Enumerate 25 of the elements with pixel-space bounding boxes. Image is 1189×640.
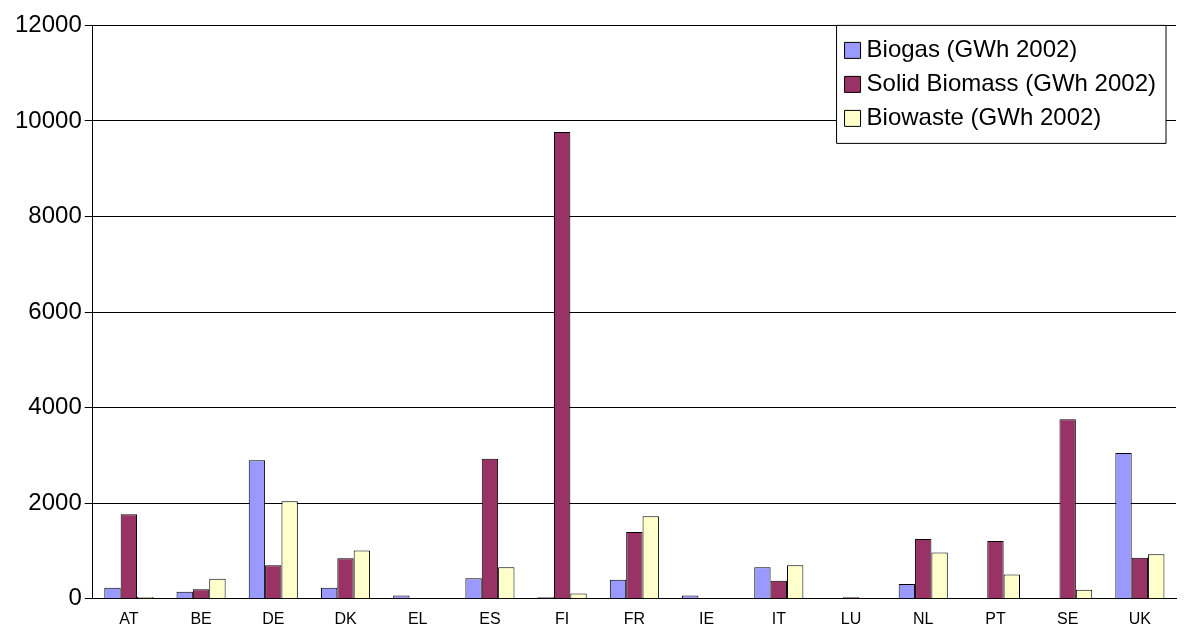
legend-label: Biowaste (GWh 2002) <box>866 103 1102 131</box>
x-tick-label: DK <box>334 609 357 627</box>
y-tick-label: 12000 <box>14 10 82 38</box>
x-tick-label: FR <box>623 609 646 627</box>
x-tick-label: AT <box>119 609 139 627</box>
x-tick-label: ES <box>479 609 501 627</box>
x-tick-label: BE <box>190 609 212 627</box>
legend-label: Biogas (GWh 2002) <box>866 35 1078 63</box>
x-tick-label: IT <box>771 609 787 627</box>
y-tick-label: 6000 <box>28 296 82 324</box>
y-tick-label: 0 <box>68 583 82 611</box>
x-tick-label: SE <box>1057 609 1079 627</box>
x-tick-label: PT <box>985 609 1006 627</box>
legend-label: Solid Biomass (GWh 2002) <box>866 69 1157 97</box>
x-tick-label: NL <box>913 609 934 627</box>
x-tick-label: FI <box>555 609 570 627</box>
y-tick-label: 2000 <box>28 487 82 515</box>
y-tick-label: 8000 <box>28 201 82 229</box>
x-tick-label: LU <box>840 609 862 627</box>
x-tick-label: IE <box>699 609 715 627</box>
x-tick-label: DE <box>262 609 285 627</box>
x-tick-label: EL <box>407 609 428 627</box>
x-tick-label: UK <box>1128 609 1152 627</box>
y-tick-label: 10000 <box>14 105 82 133</box>
y-tick-label: 4000 <box>28 392 82 420</box>
